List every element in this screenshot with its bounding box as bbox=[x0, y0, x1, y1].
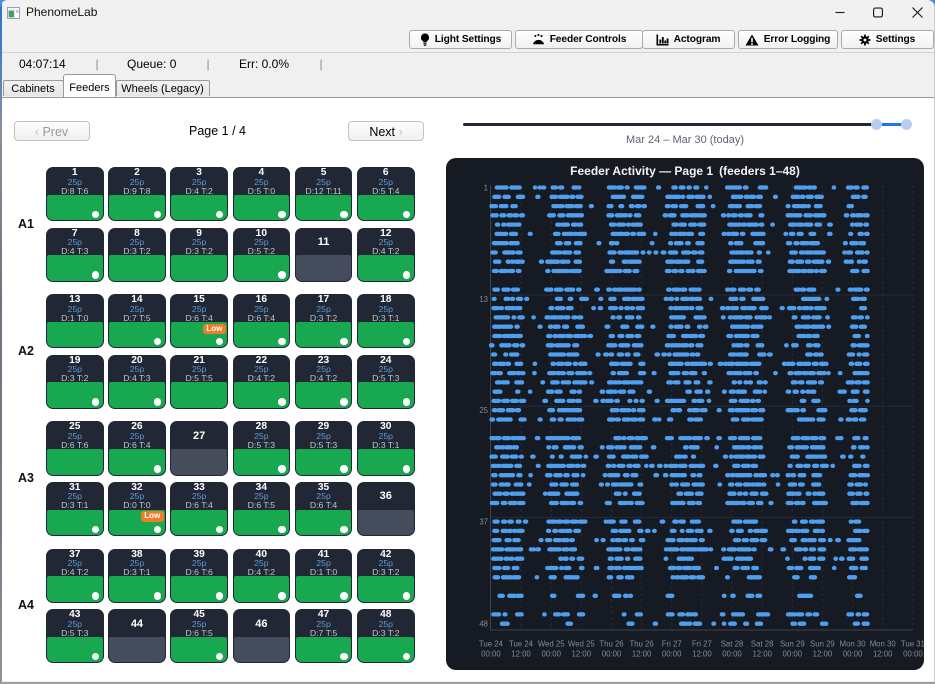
svg-text:Wed 25: Wed 25 bbox=[538, 640, 565, 649]
svg-text:Fri 27: Fri 27 bbox=[692, 640, 712, 649]
svg-text:Mon 30: Mon 30 bbox=[870, 640, 897, 649]
svg-text:12:00: 12:00 bbox=[813, 650, 833, 659]
svg-text:12:00: 12:00 bbox=[692, 650, 712, 659]
svg-text:00:00: 00:00 bbox=[903, 650, 923, 659]
svg-text:12:00: 12:00 bbox=[572, 650, 592, 659]
svg-text:Tue 31: Tue 31 bbox=[901, 640, 925, 649]
svg-text:12:00: 12:00 bbox=[511, 650, 531, 659]
svg-text:Mon 30: Mon 30 bbox=[840, 640, 867, 649]
svg-text:Sun 29: Sun 29 bbox=[810, 640, 835, 649]
svg-text:1: 1 bbox=[484, 184, 488, 193]
svg-text:Tue 24: Tue 24 bbox=[509, 640, 534, 649]
svg-text:Wed 25: Wed 25 bbox=[568, 640, 595, 649]
svg-text:00:00: 00:00 bbox=[722, 650, 742, 659]
svg-text:00:00: 00:00 bbox=[481, 650, 501, 659]
svg-text:Tue 24: Tue 24 bbox=[479, 640, 504, 649]
svg-text:00:00: 00:00 bbox=[541, 650, 561, 659]
svg-text:13: 13 bbox=[479, 295, 488, 304]
svg-text:00:00: 00:00 bbox=[783, 650, 803, 659]
svg-text:48: 48 bbox=[479, 620, 488, 629]
svg-text:00:00: 00:00 bbox=[602, 650, 622, 659]
svg-text:12:00: 12:00 bbox=[752, 650, 772, 659]
svg-text:00:00: 00:00 bbox=[662, 650, 682, 659]
svg-text:Sun 29: Sun 29 bbox=[780, 640, 805, 649]
svg-text:Sat 28: Sat 28 bbox=[721, 640, 744, 649]
svg-text:Thu 26: Thu 26 bbox=[599, 640, 623, 649]
svg-text:37: 37 bbox=[479, 518, 488, 527]
svg-text:12:00: 12:00 bbox=[632, 650, 652, 659]
svg-text:00:00: 00:00 bbox=[843, 650, 863, 659]
svg-text:Thu 26: Thu 26 bbox=[629, 640, 653, 649]
svg-text:25: 25 bbox=[479, 406, 488, 415]
svg-text:12:00: 12:00 bbox=[873, 650, 893, 659]
svg-text:Fri 27: Fri 27 bbox=[662, 640, 682, 649]
svg-text:Sat 28: Sat 28 bbox=[751, 640, 774, 649]
